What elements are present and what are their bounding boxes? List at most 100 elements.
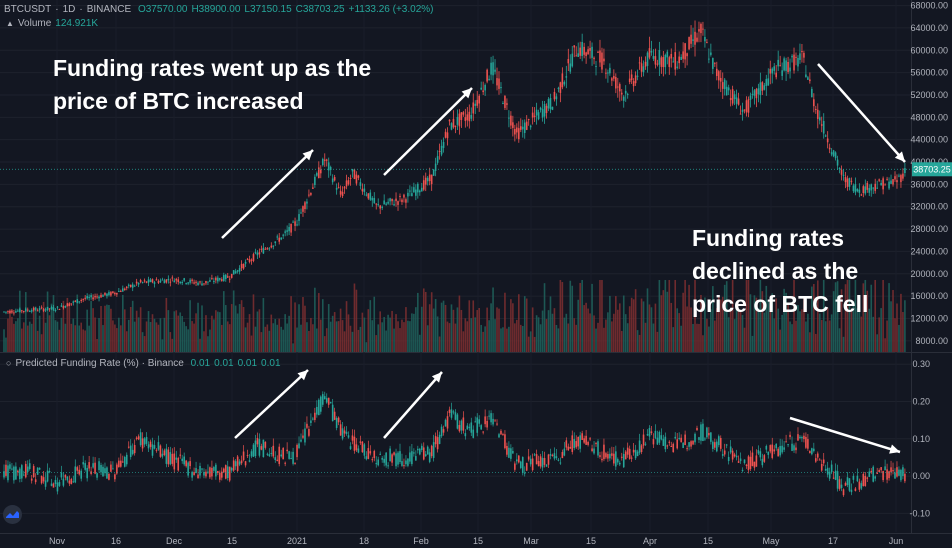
time-tick-label: 15 [586, 536, 596, 546]
candle-body [185, 283, 187, 285]
candle-body [199, 281, 201, 283]
funding-bar [502, 434, 504, 436]
candle-body [3, 311, 5, 313]
indicator-value: 0.01 [190, 358, 211, 369]
funding-bar [601, 458, 603, 461]
candle-body [781, 70, 783, 76]
funding-bar [114, 474, 116, 480]
volume-bar [302, 297, 304, 352]
candle-body [757, 88, 760, 95]
volume-bar [589, 313, 591, 352]
candle-body [521, 126, 524, 130]
volume-bar [173, 311, 176, 352]
candle-body [226, 276, 229, 278]
price-tick-label: 40000.00 [910, 157, 948, 167]
candle-body [21, 310, 23, 312]
funding-bar [417, 448, 419, 451]
candle-body [244, 261, 247, 264]
candle-body [739, 113, 742, 115]
candle-body [785, 60, 787, 71]
funding-bar [452, 411, 455, 413]
volume-bar [84, 330, 86, 352]
funding-bar [173, 453, 176, 470]
volume-bar [563, 317, 566, 352]
candle-body [607, 72, 609, 74]
volume-bar [860, 316, 863, 352]
volume-legend[interactable]: ▲ Volume 124.921K [6, 18, 102, 29]
volume-bar [383, 317, 385, 352]
candle-body [385, 203, 387, 205]
candle-body [900, 175, 902, 183]
volume-bar [36, 330, 39, 352]
candle-body [638, 62, 641, 64]
candle-body [363, 188, 366, 192]
interval-label[interactable]: 1D [62, 4, 76, 15]
candle-body [96, 296, 98, 298]
volume-bar [575, 324, 578, 352]
candle-body [896, 180, 898, 183]
chevron-up-icon[interactable]: ▲ [6, 19, 14, 28]
volume-bar [719, 299, 722, 352]
candle-body [486, 69, 488, 82]
funding-bar [456, 414, 459, 429]
candle-body [23, 310, 25, 312]
funding-bar [238, 461, 241, 465]
funding-bar [676, 439, 678, 449]
volume-bar [872, 316, 875, 352]
volume-bar [112, 320, 114, 352]
candle-body [769, 68, 772, 74]
volume-bar [420, 306, 423, 352]
volume-bar [876, 334, 878, 352]
annotation-funding-up: Funding rates went up as the price of BT… [53, 55, 372, 114]
indicator-legend[interactable]: ○ Predicted Funding Rate (%) · Binance 0.… [6, 358, 285, 369]
candle-body [426, 177, 429, 182]
candle-body [258, 252, 261, 255]
candle-body [850, 180, 853, 182]
candle-body [260, 248, 263, 250]
funding-bar [844, 483, 847, 486]
volume-bar [238, 304, 241, 352]
volume-bar [139, 307, 142, 352]
volume-bar [252, 294, 255, 352]
funding-bar [820, 463, 823, 471]
volume-bar [359, 326, 362, 352]
eye-icon[interactable]: ○ [6, 358, 12, 368]
funding-bar [597, 441, 599, 456]
volume-bar [640, 298, 643, 352]
candle-body [579, 47, 581, 56]
candle-body [611, 78, 613, 81]
funding-bar [892, 470, 894, 472]
volume-bar [636, 330, 639, 352]
funding-bar [197, 474, 199, 479]
candle-body [727, 87, 730, 91]
funding-bar [84, 463, 86, 470]
funding-bar [799, 436, 801, 439]
volume-bar [349, 325, 352, 352]
funding-bar [157, 442, 160, 450]
funding-bar [484, 416, 486, 425]
candle-body [583, 46, 585, 55]
candle-body [644, 61, 647, 67]
candle-body [442, 142, 445, 148]
volume-bar [470, 318, 473, 352]
funding-bar [155, 449, 158, 451]
symbol-label[interactable]: BTCUSDT [4, 4, 52, 15]
volume-bar [769, 301, 772, 352]
volume-bar [721, 296, 724, 352]
volume-bar [102, 325, 104, 352]
funding-bar [17, 470, 19, 473]
price-tick-label: 56000.00 [910, 68, 948, 78]
volume-bar [407, 320, 409, 352]
volume-bar [472, 300, 475, 352]
candle-body [5, 311, 7, 313]
volume-bar [567, 323, 570, 352]
funding-bar [286, 449, 288, 452]
candle-body [399, 195, 401, 197]
candle-body [139, 280, 142, 283]
funding-bar [888, 471, 890, 479]
funding-bar [510, 448, 512, 459]
funding-bar [836, 471, 839, 489]
funding-bar [219, 472, 221, 480]
tradingview-logo-icon[interactable] [3, 505, 22, 524]
